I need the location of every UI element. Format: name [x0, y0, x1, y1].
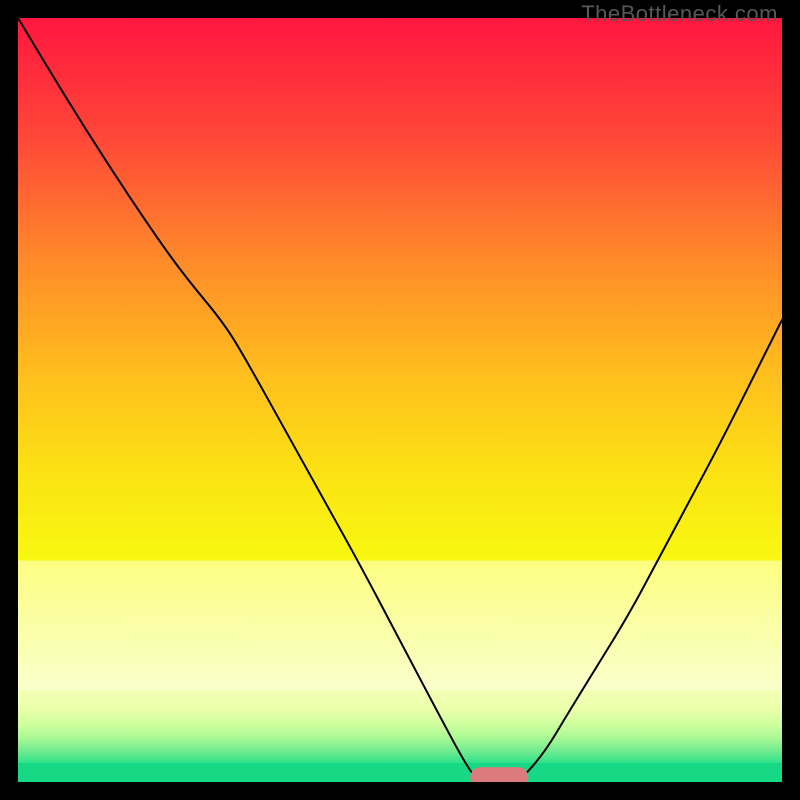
chart-container: TheBottleneck.com — [0, 0, 800, 800]
watermark-text: TheBottleneck.com — [581, 1, 778, 27]
optimal-marker — [471, 767, 528, 782]
bottleneck-curve — [18, 18, 782, 782]
plot-area — [18, 18, 782, 782]
